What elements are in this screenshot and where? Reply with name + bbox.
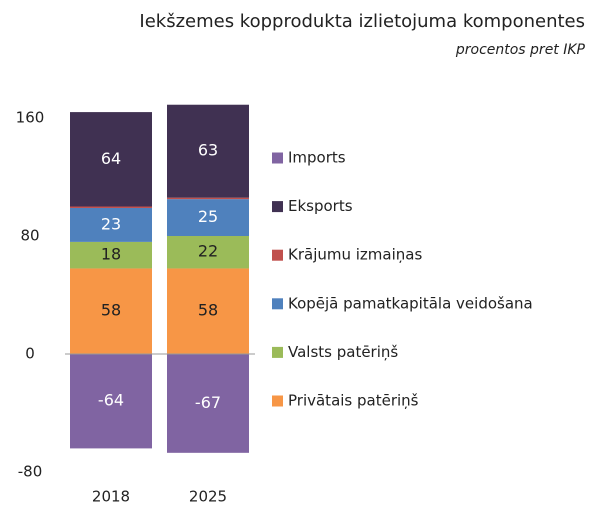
x-tick-label: 2018 (92, 488, 130, 506)
legend-swatch (272, 395, 283, 407)
bar-segment (70, 241, 152, 269)
data-label: 22 (198, 242, 218, 261)
data-label: -64 (98, 391, 124, 410)
legend-swatch (272, 346, 283, 358)
data-label: 18 (101, 245, 121, 264)
bar-segment (167, 199, 249, 236)
legend-swatch (272, 152, 283, 164)
legend-swatch (272, 298, 283, 310)
data-label: 58 (101, 301, 121, 320)
y-tick-label: 160 (16, 109, 45, 127)
bar-segment (70, 354, 152, 449)
legend-label: Valsts patēriņš (288, 343, 398, 361)
bar-segment (167, 236, 249, 269)
data-label: 64 (101, 149, 121, 168)
legend-label: Imports (288, 149, 346, 167)
data-label: 25 (198, 207, 218, 226)
bar-segment (167, 354, 249, 453)
y-tick-label: 80 (20, 227, 39, 245)
legend-swatch (272, 201, 283, 213)
legend-label: Eksports (288, 197, 353, 215)
bar-segment (70, 207, 152, 242)
x-tick-label: 2025 (189, 488, 227, 506)
legend-label: Privātais patēriņš (288, 392, 419, 410)
data-label: -67 (195, 393, 221, 412)
data-label: 63 (198, 141, 218, 160)
chart-title: Iekšzemes kopprodukta izlietojuma kompon… (139, 11, 585, 32)
legend-swatch (272, 249, 283, 261)
bar-segment (70, 268, 152, 354)
bar-segment (70, 112, 152, 207)
bar-segment (167, 104, 249, 198)
legend-label: Kopējā pamatkapitāla veidošana (288, 294, 533, 312)
data-label: 23 (101, 214, 121, 233)
y-tick-label: 0 (25, 345, 35, 363)
bar-segment (167, 197, 249, 200)
bar-segment (70, 206, 152, 208)
y-tick-label: -80 (18, 463, 43, 481)
chart-subtitle: procentos pret IKP (455, 42, 586, 58)
legend-label: Krājumu izmaiņas (288, 246, 422, 264)
bar-segment (167, 268, 249, 354)
data-label: 58 (198, 301, 218, 320)
